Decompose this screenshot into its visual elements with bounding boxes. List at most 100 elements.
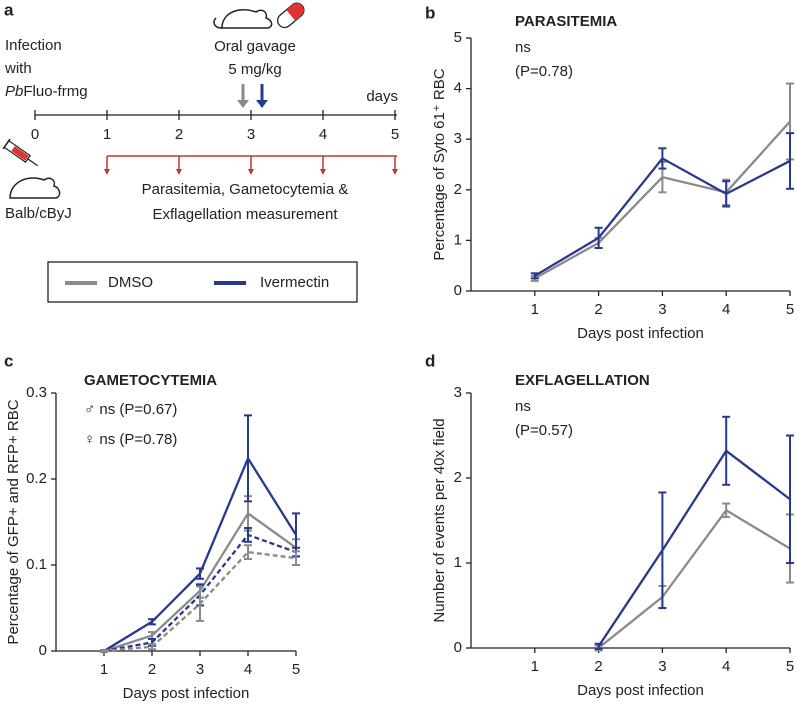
measurement-arrows bbox=[104, 156, 398, 175]
error-bar bbox=[530, 272, 539, 280]
mouse-strain: Balb/cByJ bbox=[5, 205, 72, 222]
error-bar bbox=[244, 527, 252, 543]
x-tick-label: 4 bbox=[722, 658, 730, 675]
x-tick-label: 1 bbox=[531, 301, 539, 318]
y-tick-label: 2 bbox=[454, 181, 462, 198]
syringe-icon bbox=[2, 138, 39, 167]
treatment-text: 5 mg/kg bbox=[228, 61, 281, 78]
legend-box bbox=[47, 261, 358, 303]
x-tick-label: 3 bbox=[658, 658, 666, 675]
legend-label: Ivermectin bbox=[260, 274, 329, 291]
timeline-label: 2 bbox=[175, 126, 183, 143]
error-bar bbox=[244, 414, 252, 503]
error-bar bbox=[148, 618, 156, 626]
panel-letter: a bbox=[4, 0, 14, 19]
error-bar bbox=[786, 434, 794, 564]
infection-text: Infection bbox=[5, 37, 62, 54]
red-arrow-head bbox=[392, 169, 398, 175]
measurement-text: Parasitemia, Gametocytemia & bbox=[142, 181, 349, 198]
x-tick-label: 2 bbox=[148, 661, 156, 678]
pill-icon bbox=[276, 2, 305, 29]
series-line bbox=[597, 508, 791, 649]
annotation: ♂ ns (P=0.67) bbox=[84, 401, 177, 418]
error-bar bbox=[658, 491, 667, 610]
error-bar bbox=[786, 132, 794, 190]
y-tick-label: 0.2 bbox=[26, 470, 47, 487]
y-tick-label: 0 bbox=[454, 639, 462, 656]
legend-label: DMSO bbox=[108, 274, 153, 291]
treatment-text: Oral gavage bbox=[214, 38, 296, 55]
mouse-icon bbox=[9, 177, 61, 199]
y-tick-label: 1 bbox=[454, 554, 462, 571]
annotation: (P=0.57) bbox=[515, 422, 573, 439]
measurement-text: Exflagellation measurement bbox=[152, 206, 338, 223]
annotation: (P=0.78) bbox=[515, 63, 573, 80]
error-bar bbox=[292, 550, 300, 566]
timeline-label: 3 bbox=[247, 126, 255, 143]
panel-letter: b bbox=[425, 3, 435, 22]
days-label: days bbox=[366, 88, 398, 105]
arrow-head bbox=[256, 100, 268, 108]
arrow-head bbox=[237, 100, 249, 108]
series-line bbox=[597, 449, 791, 647]
x-tick-label: 5 bbox=[786, 658, 794, 675]
error-bar bbox=[594, 226, 603, 249]
x-tick-label: 4 bbox=[244, 661, 252, 678]
timeline-label: 4 bbox=[319, 126, 327, 143]
timeline-ticks: 0 1 2 3 4 5 bbox=[31, 110, 399, 143]
y-axis-label: Percentage of Syto 61⁺ RBC bbox=[431, 68, 448, 260]
timeline-label: 1 bbox=[103, 126, 111, 143]
red-arrow-head bbox=[104, 169, 110, 175]
y-tick-label: 3 bbox=[454, 384, 462, 401]
y-tick-label: 0 bbox=[454, 282, 462, 299]
panel-letter: c bbox=[4, 351, 13, 370]
y-tick-label: 4 bbox=[454, 80, 462, 97]
x-tick-label: 4 bbox=[722, 301, 730, 318]
y-tick-label: 0.1 bbox=[26, 556, 47, 573]
x-axis-label: Days post infection bbox=[123, 685, 250, 702]
strain-text: PbFluo-frmg bbox=[5, 83, 88, 100]
x-tick-label: 3 bbox=[658, 301, 666, 318]
y-axis-label: Number of events per 40x field bbox=[431, 418, 448, 622]
red-arrow-head bbox=[176, 169, 182, 175]
strain-italic: Pb bbox=[5, 83, 23, 100]
timeline-label: 5 bbox=[391, 126, 399, 143]
x-axis-label: Days post infection bbox=[577, 325, 704, 342]
x-tick-label: 3 bbox=[196, 661, 204, 678]
error-bar bbox=[658, 147, 667, 170]
x-tick-label: 1 bbox=[531, 658, 539, 675]
y-tick-label: 1 bbox=[454, 231, 462, 248]
chart-title: PARASITEMIA bbox=[515, 13, 617, 30]
mouse-icon bbox=[213, 8, 273, 29]
error-bar bbox=[100, 649, 108, 653]
y-axis-label: Percentage of GFP+ and RFP+ RBC bbox=[5, 399, 22, 644]
chart-title: GAMETOCYTEMIA bbox=[84, 372, 217, 389]
annotation: ns bbox=[515, 39, 531, 56]
error-bar bbox=[722, 180, 731, 208]
error-bar bbox=[722, 415, 731, 486]
panel-letter: d bbox=[425, 351, 435, 370]
y-tick-label: 2 bbox=[454, 469, 462, 486]
red-arrow-head bbox=[248, 169, 254, 175]
y-tick-label: 5 bbox=[454, 29, 462, 46]
red-arrow-head bbox=[320, 169, 326, 175]
x-tick-label: 2 bbox=[594, 658, 602, 675]
timeline-label: 0 bbox=[31, 126, 39, 143]
infection-text: with bbox=[4, 60, 32, 77]
x-tick-label: 5 bbox=[786, 301, 794, 318]
error-bar bbox=[244, 544, 252, 560]
series-line bbox=[534, 120, 791, 280]
x-tick-label: 1 bbox=[100, 661, 108, 678]
y-tick-label: 0 bbox=[39, 642, 47, 659]
error-bar bbox=[196, 567, 204, 580]
annotation: ♀ ns (P=0.78) bbox=[84, 431, 177, 448]
series-line bbox=[103, 511, 297, 653]
error-bar bbox=[594, 642, 603, 650]
error-bar bbox=[148, 643, 156, 651]
chart-title: EXFLAGELLATION bbox=[515, 372, 650, 389]
error-bar bbox=[196, 585, 204, 622]
strain-name: Fluo-frmg bbox=[23, 83, 87, 100]
x-tick-label: 5 bbox=[292, 661, 300, 678]
